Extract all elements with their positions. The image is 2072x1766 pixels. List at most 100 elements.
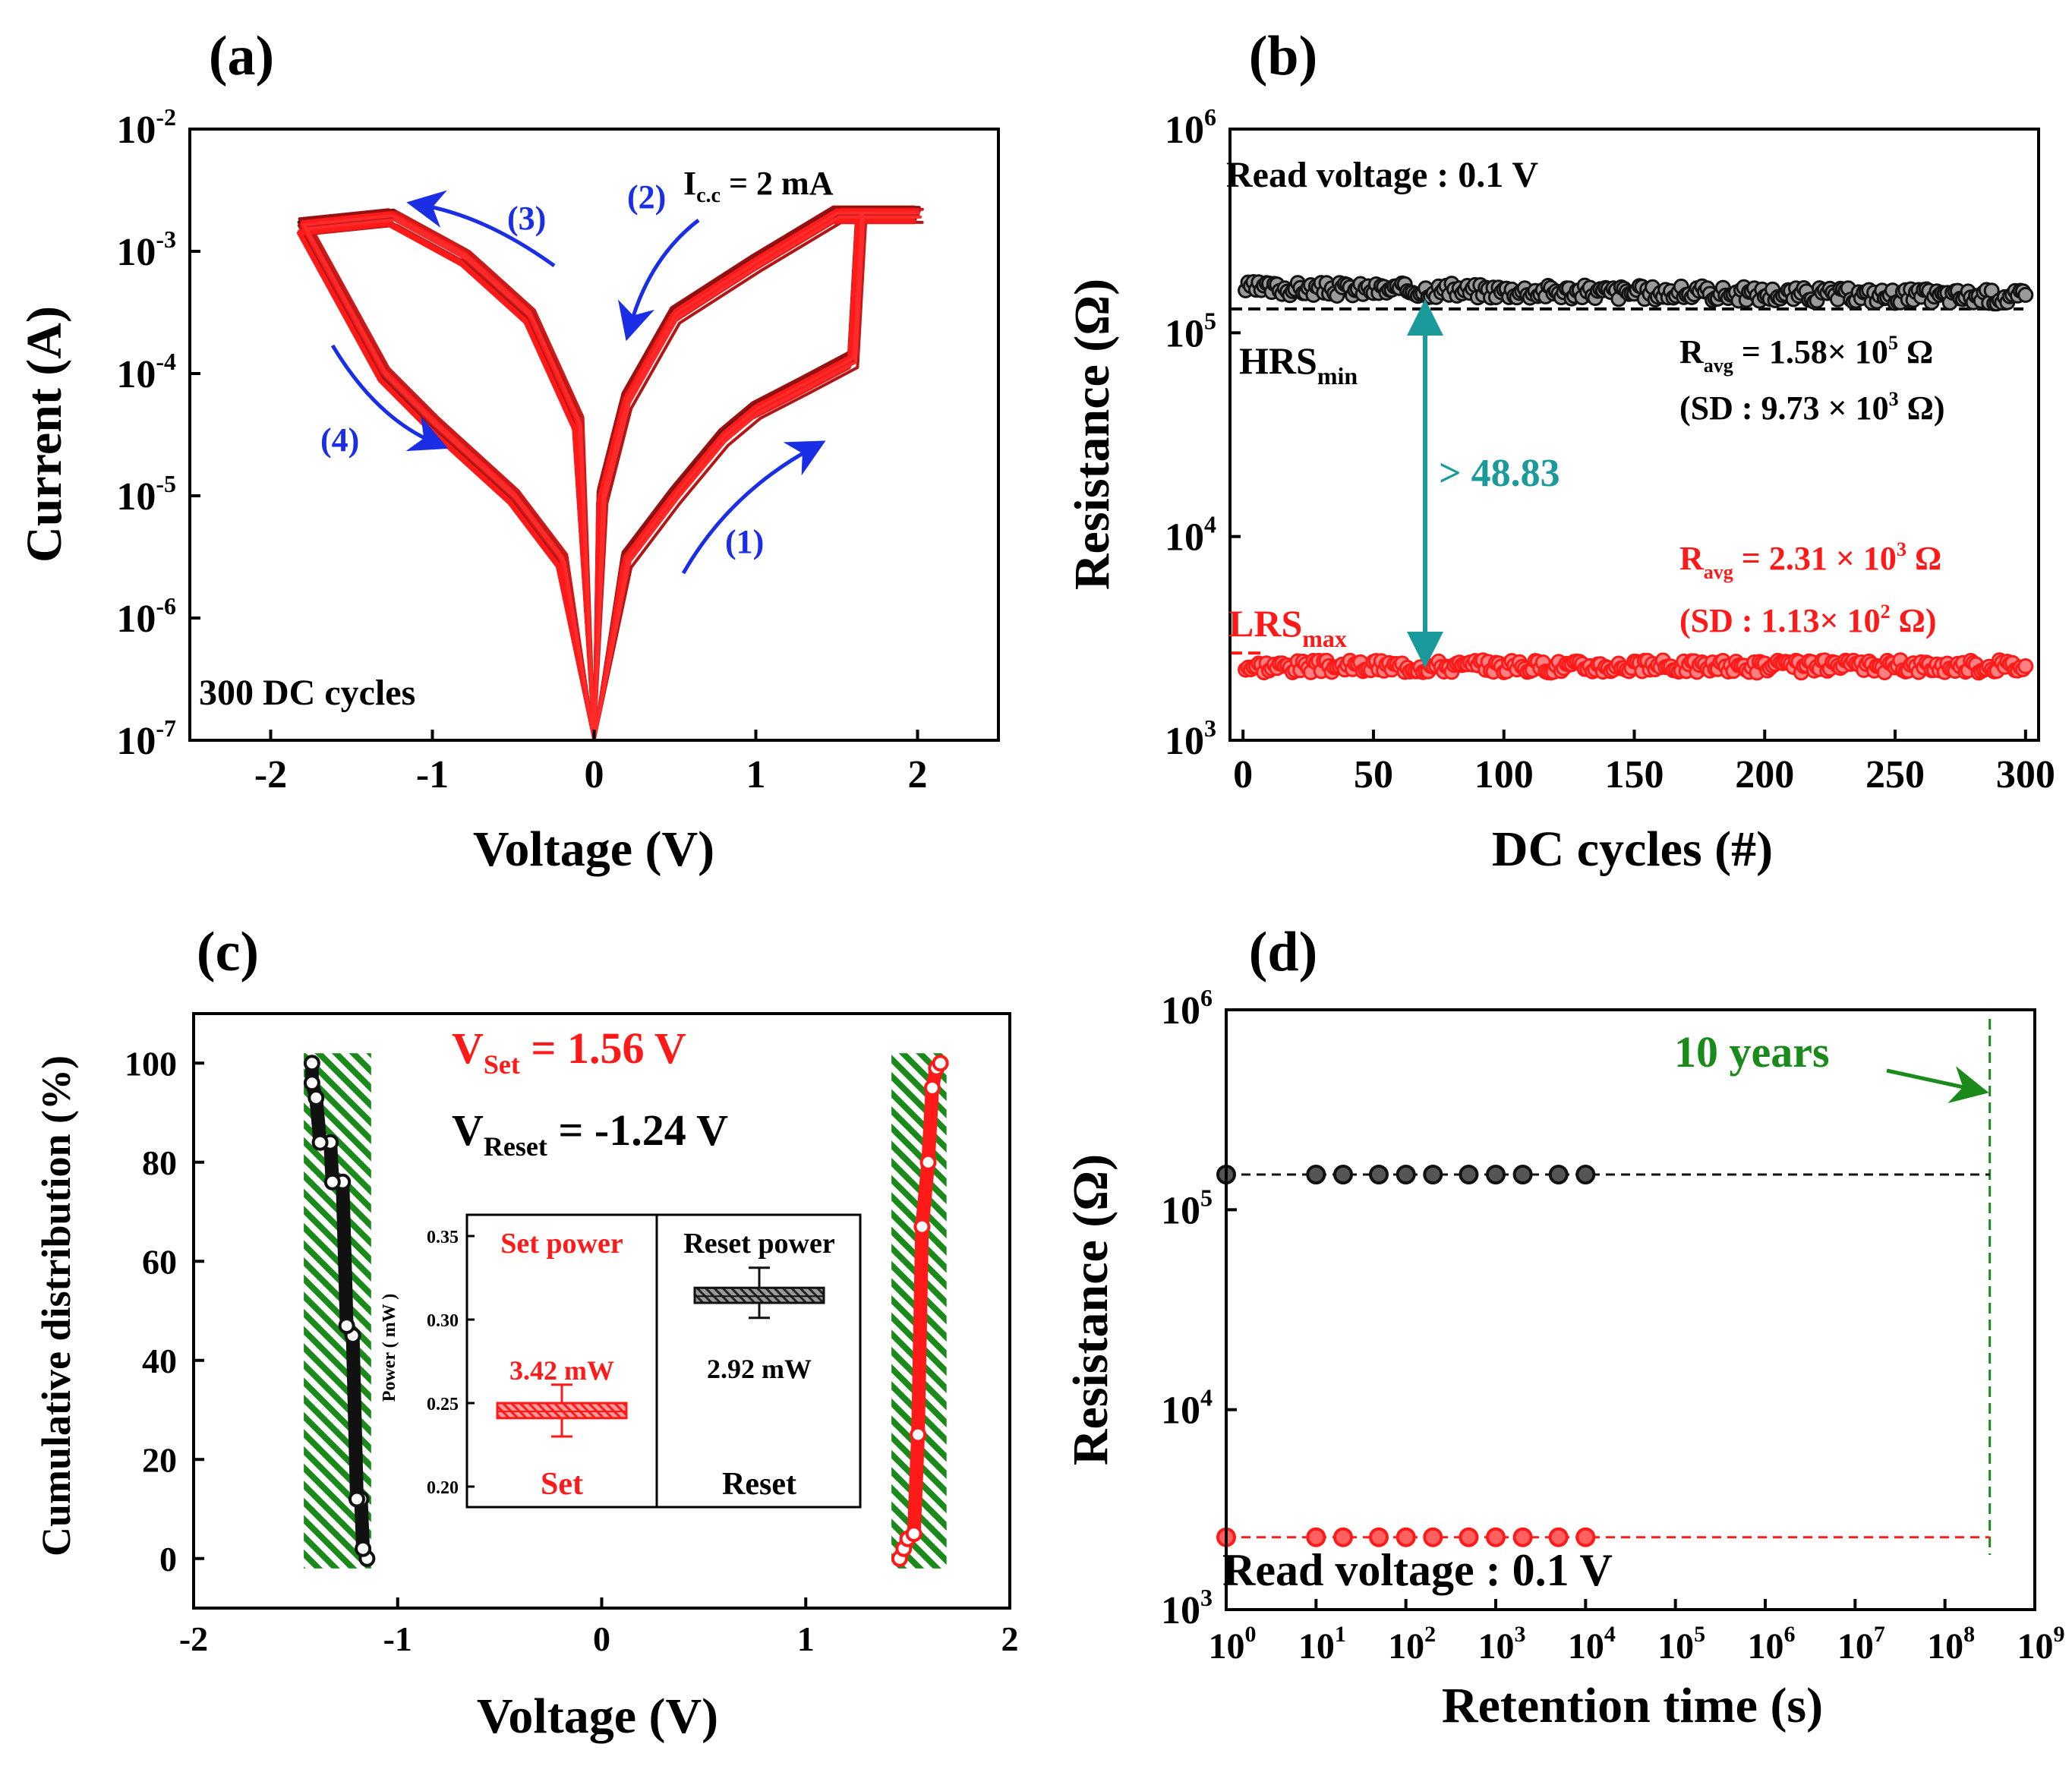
lrs-retention-point <box>1486 1527 1506 1547</box>
y-tick-label: 10-2 <box>116 103 176 152</box>
reset-distribution-point <box>307 1089 325 1106</box>
lrs-point <box>2017 658 2034 674</box>
iv-sweep-curve <box>298 205 916 742</box>
x-tick-label: 2 <box>1001 1619 1019 1658</box>
panel-a: (a) -2 -1 0 1 2 10-7 10-6 10-5 10-4 10-3 10-2 Vol… <box>17 25 1000 877</box>
iv-sweep-curve <box>306 220 924 742</box>
x-tick-label: 109 <box>2017 1622 2065 1667</box>
y-tick-label: 106 <box>1165 103 1216 152</box>
panel-d: (d) 100 101 102 103 104 105 106 107 108 109 10310… <box>1063 921 2065 1733</box>
step2-label: (2) <box>627 178 666 216</box>
y-tick-label: 105 <box>1165 307 1216 355</box>
y-tick-label: 40 <box>142 1342 177 1380</box>
hrs-avg: Ravg = 1.58× 105 Ω <box>1679 332 1933 377</box>
reset-distribution-point <box>311 1134 329 1151</box>
x-tick-label: 2 <box>908 753 928 796</box>
inset-reset-title: Reset power <box>683 1228 835 1260</box>
lrs-retention-point <box>1396 1527 1416 1547</box>
read-voltage-b: Read voltage : 0.1 V <box>1226 155 1538 195</box>
step3-label: (3) <box>507 200 546 237</box>
x-tick-label: 100 <box>1474 753 1534 796</box>
inset-y-axis-title: Power ( mW ) <box>380 1294 399 1402</box>
set-distribution-point <box>905 1525 922 1543</box>
hrs-retention-point <box>1333 1165 1353 1184</box>
set-distribution-point <box>919 1153 937 1171</box>
x-tick-label: 150 <box>1605 753 1664 796</box>
lrs-retention-point <box>1423 1527 1443 1547</box>
panel-c-label: (c) <box>197 921 259 983</box>
vreset-label: VReset = -1.24 V <box>452 1105 728 1162</box>
reset-distribution-point <box>303 1074 320 1092</box>
panel-c-x-axis-title: Voltage (V) <box>477 1689 718 1744</box>
panel-a-x-axis-title: Voltage (V) <box>473 822 714 877</box>
iv-sweep-curve <box>302 211 920 742</box>
set-distribution-point <box>923 1079 941 1096</box>
x-tick-label: 1 <box>746 753 766 796</box>
y-tick-label: 100 <box>125 1044 177 1083</box>
lrs-retention-point <box>1548 1527 1569 1547</box>
ratio-label: > 48.83 <box>1439 452 1560 495</box>
x-tick-label: 50 <box>1354 753 1393 796</box>
x-tick-label: 300 <box>1996 753 2055 796</box>
inset-y-ticks: 0.20 0.25 0.30 0.35 <box>427 1228 475 1498</box>
panel-d-x-axis-title: Retention time (s) <box>1442 1678 1823 1733</box>
inset-reset-label: Reset <box>722 1467 796 1502</box>
ten-years-label: 10 years <box>1674 1027 1830 1077</box>
panel-b-x-ticks: 0 50 100 150 200 250 300 <box>1233 730 2055 796</box>
panel-d-y-axis-title: Resistance (Ω) <box>1063 1154 1118 1465</box>
x-tick-label: 0 <box>593 1619 610 1658</box>
panel-b-frame <box>1228 128 2040 742</box>
hrs-retention-point <box>1369 1165 1389 1184</box>
lrs-retention-point <box>1306 1527 1326 1547</box>
x-tick-label: 0 <box>585 753 604 796</box>
panel-b-label: (b) <box>1249 25 1317 87</box>
power-inset: Set power Reset power Power ( mW ) 0.200… <box>380 1213 862 1509</box>
x-tick-label: 200 <box>1735 753 1794 796</box>
lrs-avg: Ravg = 2.31 × 103 Ω <box>1679 538 1941 583</box>
inset-y-tick-label: 0.20 <box>427 1478 459 1498</box>
lrs-retention-point <box>1459 1527 1479 1547</box>
x-tick-label: -2 <box>179 1619 208 1658</box>
y-tick-label: 60 <box>142 1242 177 1281</box>
step4-label: (4) <box>320 421 359 459</box>
hrs-retention-point <box>1575 1165 1596 1184</box>
x-tick-label: 104 <box>1568 1622 1616 1667</box>
x-tick-label: -1 <box>416 753 449 796</box>
inset-frame <box>465 1213 862 1509</box>
hrs-retention-point <box>1486 1165 1506 1184</box>
x-tick-label: -1 <box>383 1619 412 1658</box>
x-tick-label: 0 <box>1233 753 1253 796</box>
inset-set-label: Set <box>541 1467 583 1502</box>
step1-arrow <box>681 440 826 575</box>
inset-reset-value: 2.92 mW <box>707 1354 812 1384</box>
panel-a-plot-area <box>297 205 924 742</box>
hrs-retention-point <box>1548 1165 1569 1184</box>
cycles-note: 300 DC cycles <box>199 673 415 713</box>
hrs-sd: (SD : 9.73 × 103 Ω) <box>1679 388 1945 427</box>
y-tick-label: 10-6 <box>116 592 176 641</box>
x-tick-label: 105 <box>1657 1622 1705 1667</box>
y-tick-label: 103 <box>1161 1584 1213 1632</box>
iv-sweep-curve <box>301 208 919 742</box>
y-tick-label: 106 <box>1161 984 1213 1033</box>
panel-c: (c) -2 -1 0 1 2 0 20 40 60 80 100 Voltage (V) Cum… <box>33 921 1019 1744</box>
hrs-point <box>2017 286 2034 303</box>
panel-d-y-ticks: 103 104 105 106 <box>1161 984 1237 1632</box>
lrs-retention-point <box>1512 1527 1533 1547</box>
step2-arrow <box>617 219 700 342</box>
x-tick-label: 101 <box>1298 1622 1346 1667</box>
lrs-retention-point <box>1575 1527 1596 1547</box>
panel-b-y-ticks: 103 104 105 106 <box>1165 103 1241 763</box>
ten-years-arrow <box>1886 1066 1989 1104</box>
y-tick-label: 105 <box>1161 1184 1213 1232</box>
panel-c-plot-area <box>303 1053 949 1569</box>
x-tick-label: 1 <box>797 1619 815 1658</box>
hrs-retention-point <box>1396 1165 1416 1184</box>
panel-a-label: (a) <box>209 25 274 87</box>
reset-distribution-point <box>338 1317 355 1335</box>
panel-d-plot-area <box>1216 1019 1992 1555</box>
hrs-min-label: HRSmin <box>1239 339 1358 389</box>
inset-y-tick-label: 0.30 <box>427 1311 459 1331</box>
iv-sweep-curve <box>304 215 922 742</box>
